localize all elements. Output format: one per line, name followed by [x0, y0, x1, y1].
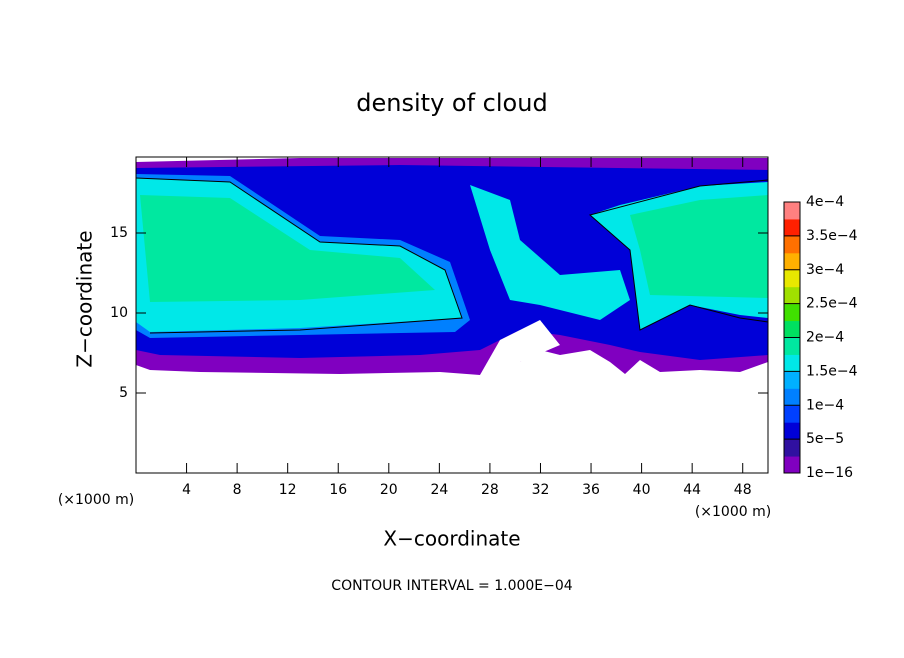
colorbar-band	[784, 320, 800, 338]
colorbar-band	[784, 354, 800, 372]
y-tick-label: 5	[119, 385, 128, 401]
colorbar-tick-label: 1e−4	[806, 397, 844, 413]
colorbar-band	[784, 456, 800, 474]
colorbar-tick-label: 1.5e−4	[806, 363, 858, 379]
contour-line	[135, 177, 769, 334]
x-tick-label: 12	[279, 482, 297, 498]
chart-title: density of cloud	[356, 89, 547, 117]
colorbar-band	[784, 337, 800, 355]
field	[135, 158, 769, 375]
colorbar-band	[784, 252, 800, 271]
x-tick-label: 8	[233, 482, 242, 498]
colorbar-band	[784, 439, 800, 457]
colorbar-band	[784, 303, 800, 322]
colorbar-tick-label: 4e−4	[806, 194, 844, 210]
x-tick-label: 20	[380, 482, 398, 498]
plot-frame	[135, 156, 769, 474]
colorbar-band	[784, 422, 800, 440]
field-level	[630, 195, 768, 298]
y-tick-label: 10	[110, 305, 128, 321]
colorbar-band	[784, 371, 800, 389]
colorbar-tick-label: 1e−16	[806, 465, 853, 481]
x-axis-label: X−coordinate	[383, 527, 520, 551]
field-level	[140, 195, 435, 302]
colorbar-band	[784, 235, 800, 254]
y-tick-label: 15	[110, 225, 128, 241]
x-tick-label: 44	[683, 482, 701, 498]
y-axis-label: Z−coordinate	[73, 230, 97, 367]
colorbar-band	[784, 218, 800, 237]
x-unit: (×1000 m)	[695, 504, 771, 520]
note: CONTOUR INTERVAL = 1.000E−04	[331, 578, 572, 594]
x-tick-label: 16	[329, 482, 347, 498]
colorbar-tick-label: 3e−4	[806, 262, 844, 278]
x-tick-label: 24	[430, 482, 448, 498]
x-tick-label: 40	[633, 482, 651, 498]
y-unit: (×1000 m)	[58, 492, 134, 508]
field-level	[470, 185, 630, 320]
colorbar-band	[784, 405, 800, 423]
colorbar-band	[784, 202, 800, 220]
colorbar-band	[784, 388, 800, 406]
x-tick-label: 48	[734, 482, 752, 498]
colorbar-tick-label: 5e−5	[806, 431, 844, 447]
colorbar-tick-label: 3.5e−4	[806, 228, 858, 244]
field-gap	[480, 320, 560, 375]
colorbar-tick-label: 2.5e−4	[806, 296, 858, 312]
x-tick-label: 32	[532, 482, 550, 498]
colorbar-band	[784, 269, 800, 288]
x-tick-label: 4	[182, 482, 191, 498]
x-tick-label: 28	[481, 482, 499, 498]
x-tick-label: 36	[582, 482, 600, 498]
colorbar-band	[784, 286, 800, 305]
colorbar-tick-label: 2e−4	[806, 330, 844, 346]
